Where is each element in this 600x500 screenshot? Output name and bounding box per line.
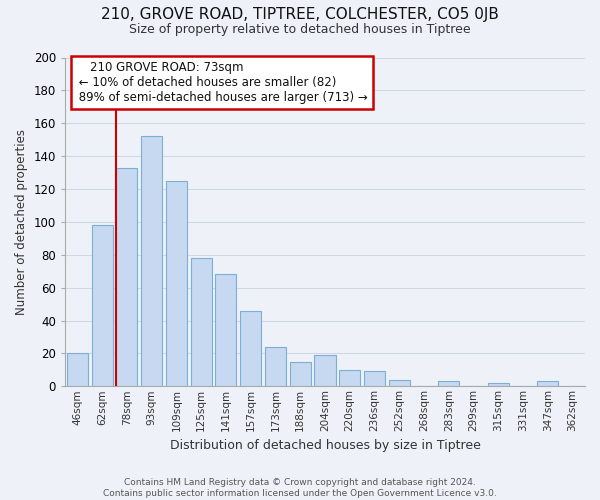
Bar [538, 382, 559, 386]
Bar [438, 382, 460, 386]
Bar [116, 168, 137, 386]
Text: 210, GROVE ROAD, TIPTREE, COLCHESTER, CO5 0JB: 210, GROVE ROAD, TIPTREE, COLCHESTER, CO… [101, 8, 499, 22]
Bar [364, 372, 385, 386]
Bar [265, 347, 286, 387]
Bar [240, 310, 261, 386]
Bar [339, 370, 360, 386]
Y-axis label: Number of detached properties: Number of detached properties [15, 129, 28, 315]
Bar [314, 355, 335, 386]
Bar [389, 380, 410, 386]
Bar [92, 225, 113, 386]
Bar [290, 362, 311, 386]
Bar [166, 181, 187, 386]
Bar [141, 136, 162, 386]
Text: Size of property relative to detached houses in Tiptree: Size of property relative to detached ho… [129, 22, 471, 36]
Bar [488, 383, 509, 386]
X-axis label: Distribution of detached houses by size in Tiptree: Distribution of detached houses by size … [170, 440, 481, 452]
Text: Contains HM Land Registry data © Crown copyright and database right 2024.
Contai: Contains HM Land Registry data © Crown c… [103, 478, 497, 498]
Bar [215, 274, 236, 386]
Bar [191, 258, 212, 386]
Bar [67, 354, 88, 386]
Text: 210 GROVE ROAD: 73sqm
 ← 10% of detached houses are smaller (82)
 89% of semi-de: 210 GROVE ROAD: 73sqm ← 10% of detached … [76, 61, 368, 104]
